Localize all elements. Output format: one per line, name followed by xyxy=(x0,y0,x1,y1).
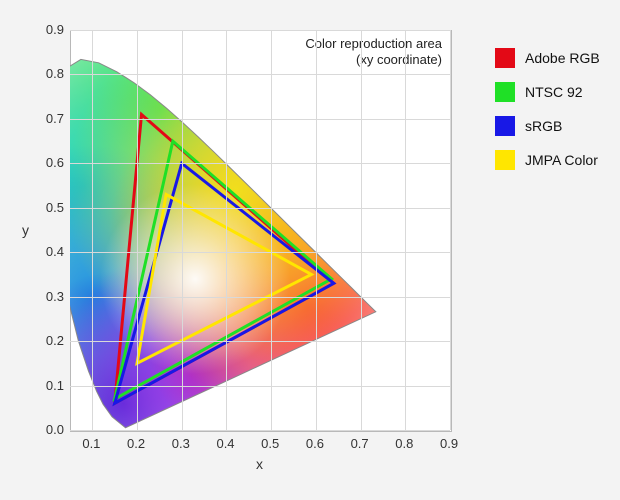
grid-hline xyxy=(70,74,450,75)
y-tick-label: 0.8 xyxy=(46,66,64,81)
legend-item: Adobe RGB xyxy=(495,48,600,68)
grid-vline xyxy=(182,30,183,430)
legend-label: NTSC 92 xyxy=(525,84,583,100)
x-tick-label: 0.2 xyxy=(127,436,145,451)
legend-swatch xyxy=(495,82,515,102)
grid-vline xyxy=(316,30,317,430)
x-tick-label: 0.8 xyxy=(395,436,413,451)
legend: Adobe RGB NTSC 92 sRGB JMPA Color xyxy=(495,48,600,184)
legend-label: JMPA Color xyxy=(525,152,598,168)
grid-hline xyxy=(70,430,450,431)
x-tick-label: 0.6 xyxy=(306,436,324,451)
grid-vline xyxy=(137,30,138,430)
grid-vline xyxy=(361,30,362,430)
y-tick-label: 0.3 xyxy=(46,289,64,304)
legend-swatch xyxy=(495,48,515,68)
x-tick-label: 0.5 xyxy=(261,436,279,451)
legend-item: NTSC 92 xyxy=(495,82,600,102)
grid-vline xyxy=(271,30,272,430)
grid-hline xyxy=(70,297,450,298)
grid-hline xyxy=(70,163,450,164)
y-tick-label: 0.7 xyxy=(46,111,64,126)
legend-swatch xyxy=(495,116,515,136)
chart-title: Color reproduction area (xy coordinate) xyxy=(305,36,442,69)
legend-label: sRGB xyxy=(525,118,562,134)
x-tick-label: 0.7 xyxy=(351,436,369,451)
chart-title-line2: (xy coordinate) xyxy=(356,52,442,67)
x-tick-label: 0.1 xyxy=(82,436,100,451)
grid-hline xyxy=(70,386,450,387)
legend-label: Adobe RGB xyxy=(525,50,600,66)
x-tick-label: 0.9 xyxy=(440,436,458,451)
x-tick-label: 0.4 xyxy=(216,436,234,451)
grid-vline xyxy=(405,30,406,430)
legend-swatch xyxy=(495,150,515,170)
y-tick-label: 0.6 xyxy=(46,155,64,170)
chart-title-line1: Color reproduction area xyxy=(305,36,442,51)
grid-vline xyxy=(226,30,227,430)
y-tick-label: 0.9 xyxy=(46,22,64,37)
grid-hline xyxy=(70,208,450,209)
y-axis-label: y xyxy=(22,222,29,238)
x-axis-label: x xyxy=(256,456,263,472)
grid-vline xyxy=(450,30,451,430)
y-tick-label: 0.4 xyxy=(46,244,64,259)
y-tick-label: 0.2 xyxy=(46,333,64,348)
grid-hline xyxy=(70,119,450,120)
grid-hline xyxy=(70,341,450,342)
legend-item: JMPA Color xyxy=(495,150,600,170)
grid-hline xyxy=(70,252,450,253)
x-tick-label: 0.3 xyxy=(172,436,190,451)
y-tick-label: 0.1 xyxy=(46,378,64,393)
grid-hline xyxy=(70,30,450,31)
y-tick-label: 0.5 xyxy=(46,200,64,215)
y-tick-label: 0.0 xyxy=(46,422,64,437)
grid-vline xyxy=(92,30,93,430)
legend-item: sRGB xyxy=(495,116,600,136)
